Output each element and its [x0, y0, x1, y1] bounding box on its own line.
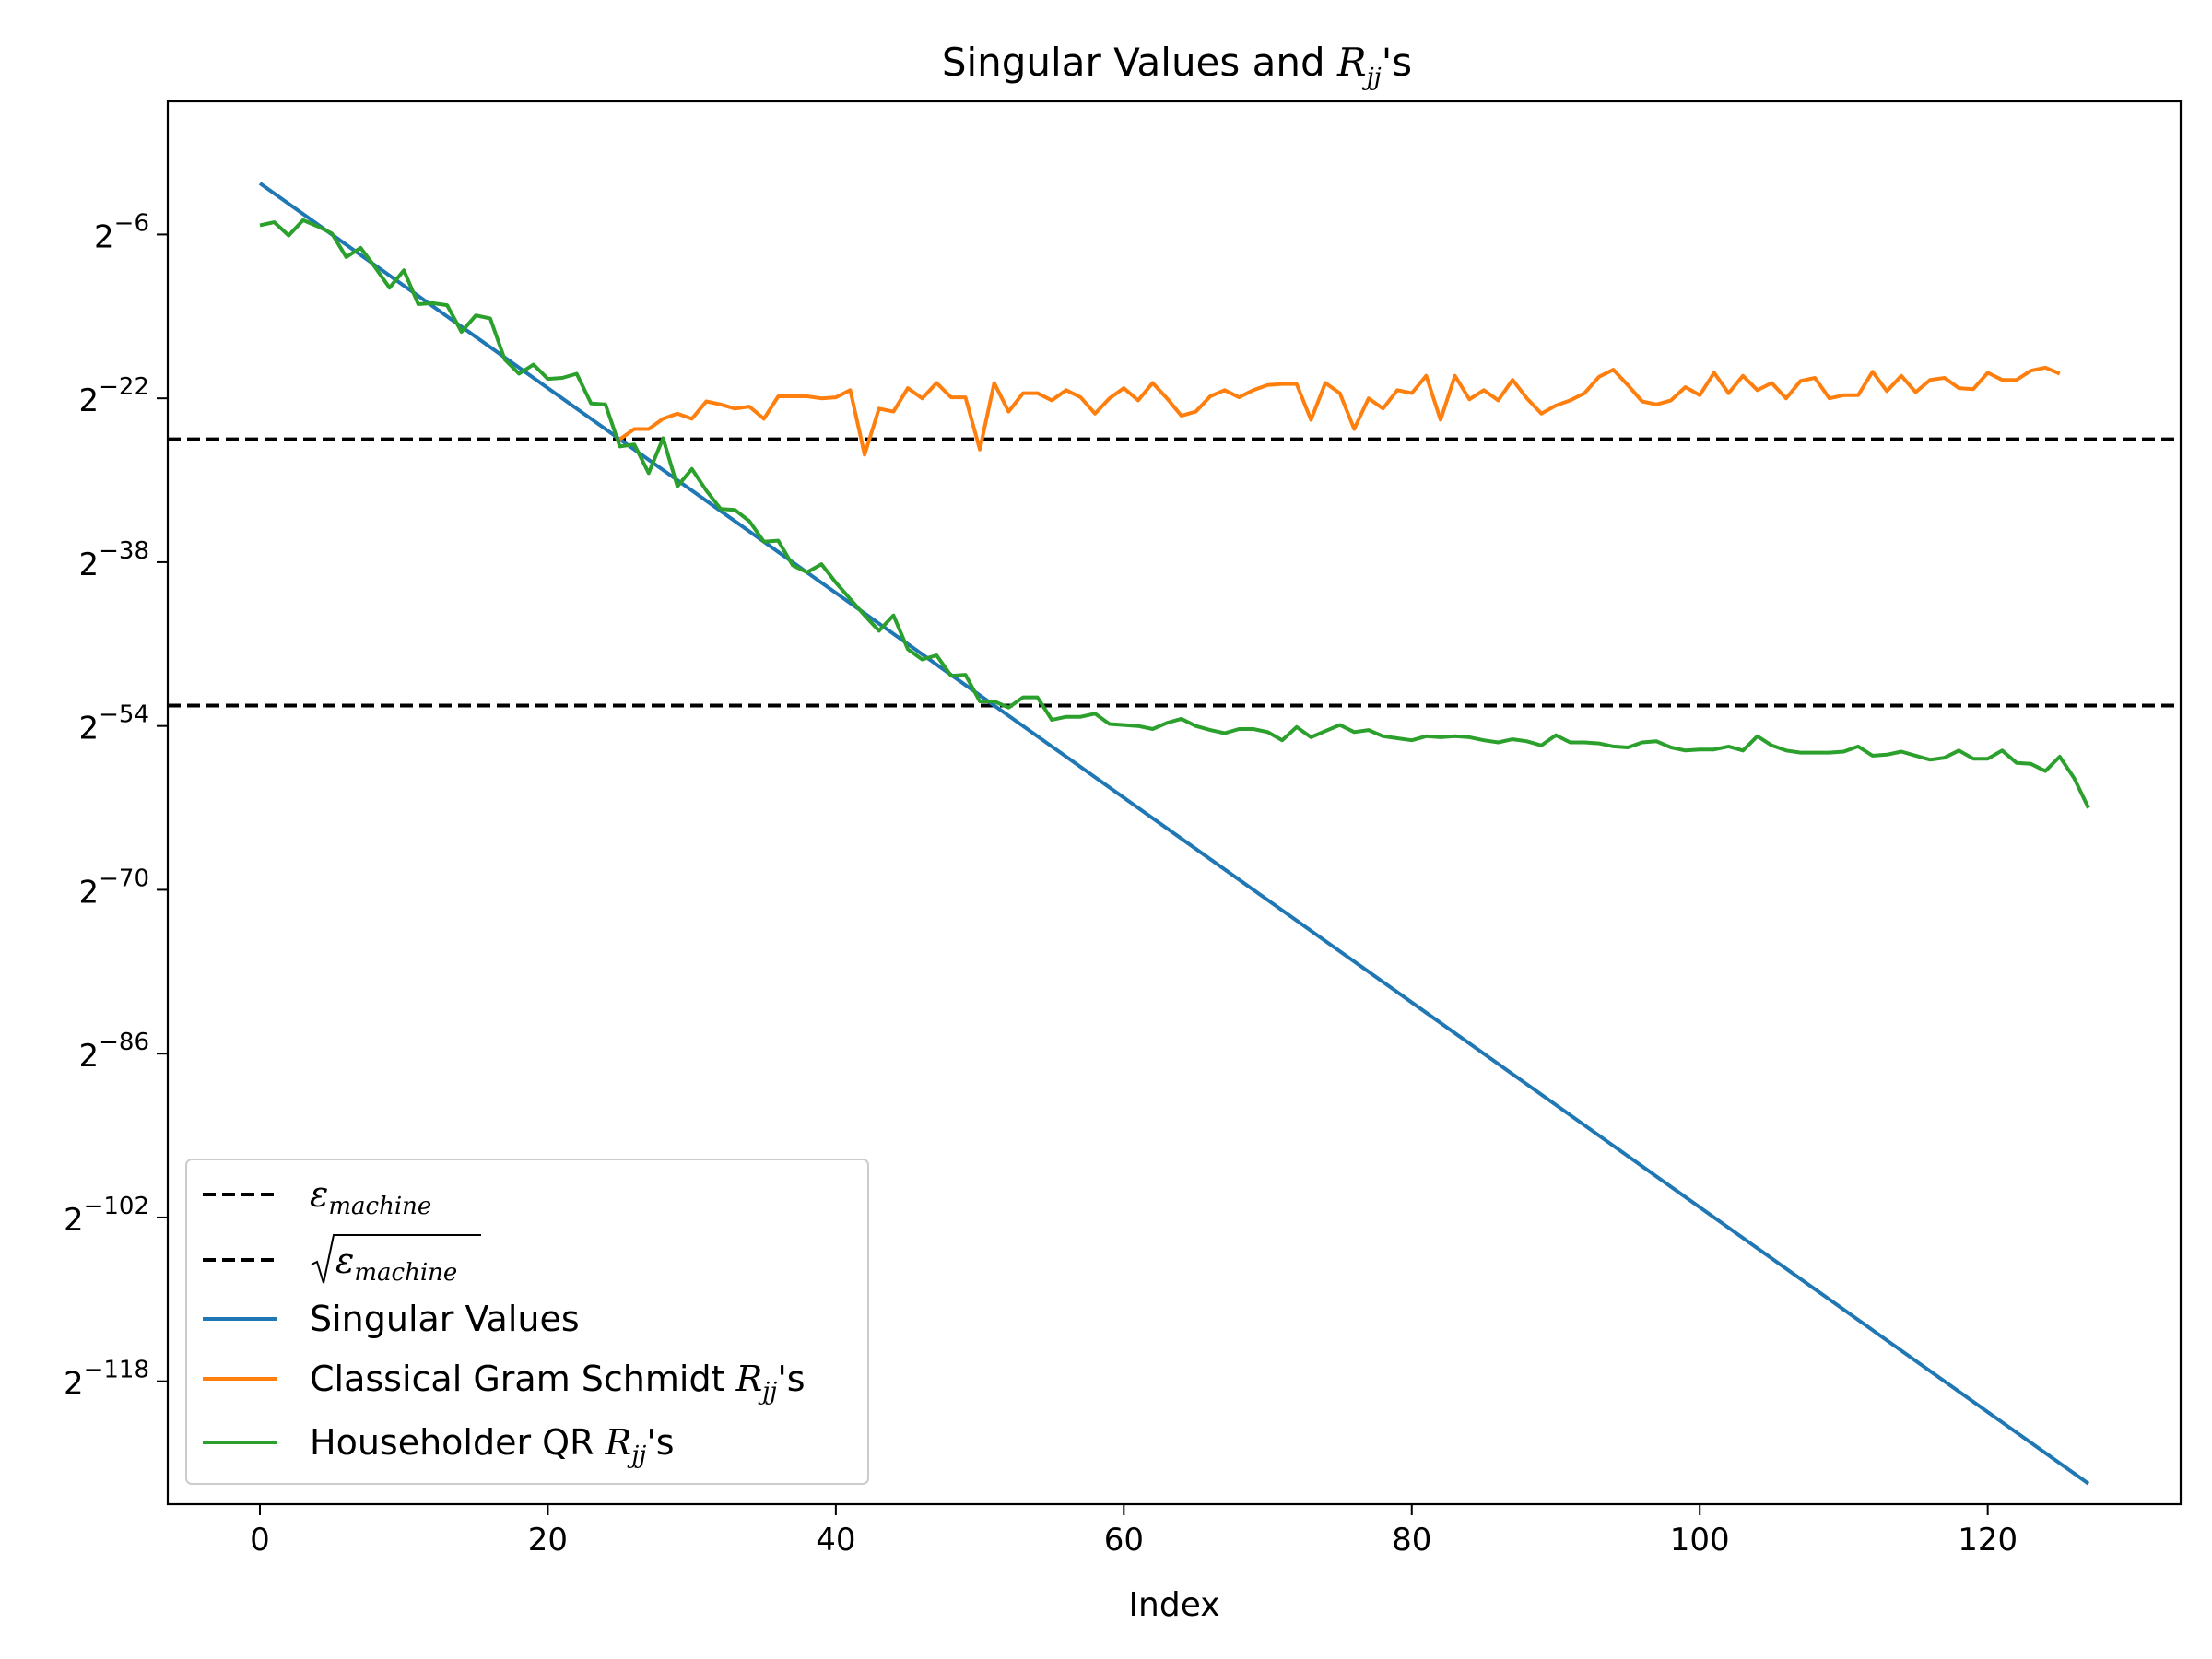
- x-tick-label: 20: [528, 1522, 568, 1559]
- legend-entry-eps-machine: εmachine: [203, 1174, 431, 1220]
- legend-label-eps-machine: εmachine: [310, 1174, 431, 1220]
- legend-frame: [185, 1159, 869, 1485]
- legend-entry-singular-values: Singular Values: [203, 1299, 580, 1339]
- series-line-classical-gram-schmidt: [618, 365, 2061, 457]
- y-tick-label: 2−102: [64, 1193, 149, 1239]
- x-tick-label: 60: [1104, 1522, 1144, 1559]
- legend-label-householder-qr: Householder QR Rjj's: [310, 1422, 675, 1469]
- legend-entry-sqrt-eps-machine: εmachine: [203, 1234, 481, 1287]
- x-tick-label: 40: [816, 1522, 855, 1559]
- series-line-householder-qr: [259, 218, 2090, 809]
- y-tick-label: 2−86: [78, 1029, 149, 1075]
- x-tick-label: 100: [1670, 1522, 1730, 1559]
- legend: εmachine εmachine Singular Values Classi…: [185, 1159, 869, 1485]
- plot-frame: [166, 100, 2183, 1506]
- y-tick-label: 2−6: [94, 209, 149, 255]
- y-tick-label: 2−118: [64, 1357, 149, 1403]
- x-axis-label: Index: [1128, 1586, 1219, 1624]
- legend-label-classical-gram-schmidt: Classical Gram Schmidt Rjj's: [310, 1359, 806, 1406]
- y-tick-label: 2−22: [78, 373, 149, 419]
- y-tick-label: 2−38: [78, 537, 149, 583]
- x-tick-label: 0: [250, 1522, 270, 1559]
- y-tick-label: 2−70: [78, 865, 149, 911]
- legend-entry-householder-qr: Householder QR Rjj's: [203, 1422, 675, 1469]
- x-tick-label: 80: [1392, 1522, 1431, 1559]
- legend-label-sqrt-eps-machine: εmachine: [335, 1241, 457, 1287]
- sqrt-symbol-icon: [311, 1234, 481, 1284]
- x-tick-label: 120: [1958, 1522, 2018, 1559]
- y-tick-label: 2−54: [78, 701, 149, 747]
- series-line-singular-values: [258, 182, 2090, 1486]
- y-axis: 2−6 2−22 2−38 2−54 2−70 2−86 2−102 2−118: [64, 209, 168, 1403]
- plot-area: [168, 182, 2181, 1486]
- legend-label-singular-values: Singular Values: [310, 1299, 580, 1339]
- chart-title: Singular Values and Rjj's: [942, 40, 1412, 91]
- x-axis: 0 20 40 60 80 100 120: [250, 1504, 2018, 1559]
- legend-entry-classical-gram-schmidt: Classical Gram Schmidt Rjj's: [203, 1359, 806, 1406]
